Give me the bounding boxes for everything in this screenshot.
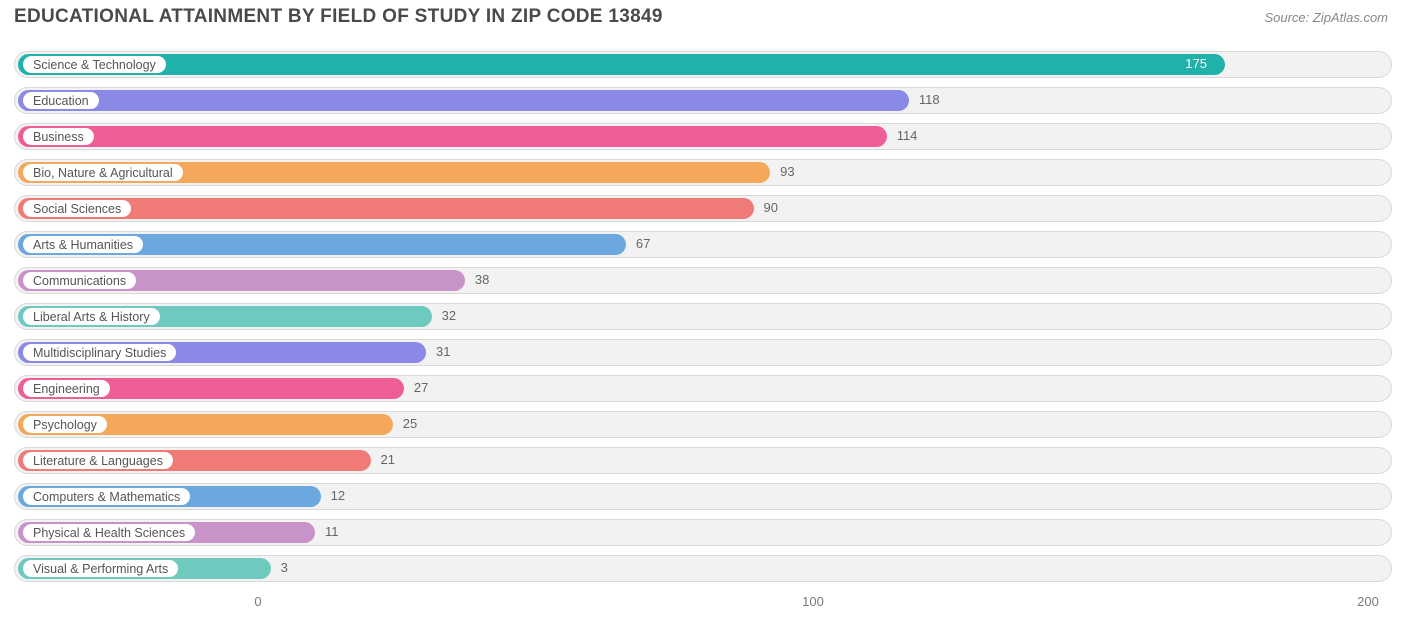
bar-value: 31 [436,344,450,359]
bar-value: 11 [325,524,339,539]
bar-label-pill: Engineering [23,380,110,397]
bar-label-pill: Computers & Mathematics [23,488,190,505]
bar [18,54,1225,75]
bar-row: Physical & Health Sciences 11 [14,516,1392,550]
bar-row: Literature & Languages 21 [14,444,1392,478]
bar-label-pill: Physical & Health Sciences [23,524,195,541]
bar-row: Arts & Humanities 67 [14,228,1392,262]
bar-row: Education 118 [14,84,1392,118]
bar-value: 3 [281,560,288,575]
bar [18,90,909,111]
source-label: Source: ZipAtlas.com [1264,10,1388,25]
bar-value: 12 [331,488,345,503]
bar-label-pill: Liberal Arts & History [23,308,160,325]
bar-row: Liberal Arts & History 32 [14,300,1392,334]
bar-value: 27 [414,380,428,395]
bar-row: Visual & Performing Arts 3 [14,552,1392,586]
bar-value: 25 [403,416,417,431]
bar-row: Social Sciences 90 [14,192,1392,226]
bar-label-pill: Literature & Languages [23,452,173,469]
bar-label-pill: Social Sciences [23,200,131,217]
bar-label-pill: Communications [23,272,136,289]
bar-row: Business 114 [14,120,1392,154]
chart-plot-area: Science & Technology 175 Education 118 Busin… [14,48,1392,594]
bar-row: Science & Technology 175 [14,48,1392,82]
bar-label-pill: Visual & Performing Arts [23,560,178,577]
bar-value: 38 [475,272,489,287]
bar-row: Psychology 25 [14,408,1392,442]
bar-label-pill: Science & Technology [23,56,166,73]
x-tick: 100 [802,594,824,609]
bar-value: 67 [636,236,650,251]
x-tick: 200 [1357,594,1379,609]
bar-label-pill: Business [23,128,94,145]
bar-value: 114 [897,128,918,143]
bar-label-pill: Arts & Humanities [23,236,143,253]
bar-row: Computers & Mathematics 12 [14,480,1392,514]
bar-row: Bio, Nature & Agricultural 93 [14,156,1392,190]
x-axis: 0 100 200 [14,594,1392,614]
bar-value: 21 [381,452,395,467]
bar-value: 32 [442,308,456,323]
chart-title: EDUCATIONAL ATTAINMENT BY FIELD OF STUDY… [14,6,663,28]
bar-label-pill: Bio, Nature & Agricultural [23,164,183,181]
bar-value: 90 [764,200,778,215]
x-tick: 0 [254,594,261,609]
bar-label-pill: Multidisciplinary Studies [23,344,176,361]
bar-value: 93 [780,164,794,179]
bar-value: 175 [1185,56,1207,71]
bar-row: Multidisciplinary Studies 31 [14,336,1392,370]
bar-value: 118 [919,92,940,107]
bar-label-pill: Psychology [23,416,107,433]
bar-row: Communications 38 [14,264,1392,298]
bar-row: Engineering 27 [14,372,1392,406]
bar [18,126,887,147]
bar-label-pill: Education [23,92,99,109]
